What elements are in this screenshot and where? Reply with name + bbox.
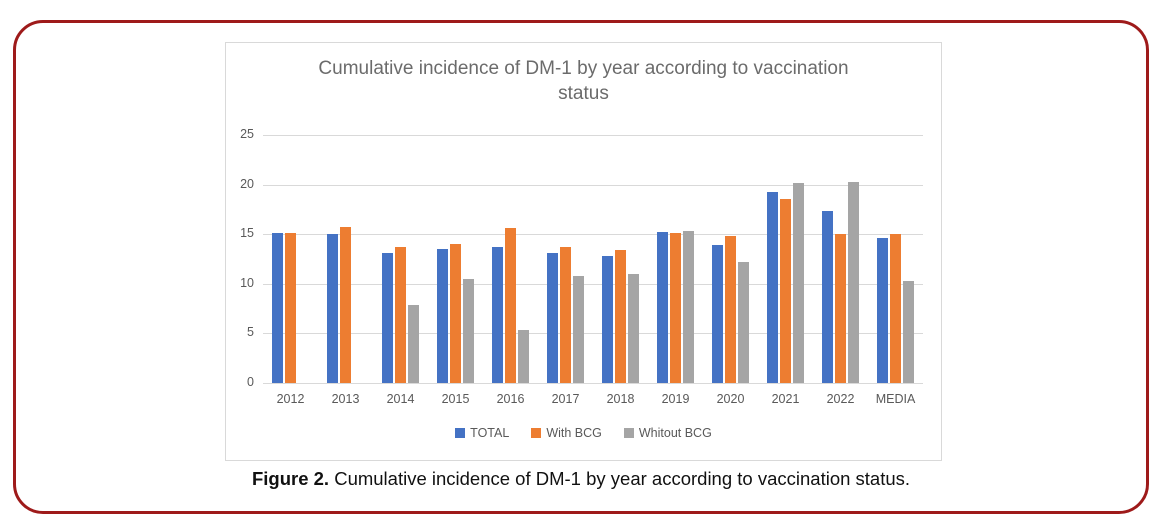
y-tick-label-10: 10 bbox=[240, 275, 254, 290]
bar-2021-with-bcg bbox=[780, 198, 791, 383]
legend-item-whitout-bcg: Whitout BCG bbox=[623, 426, 712, 440]
bar-2018-whitout-bcg bbox=[628, 273, 639, 383]
x-tick-label-2019: 2019 bbox=[661, 392, 690, 406]
x-tick-label-2022: 2022 bbox=[826, 392, 855, 406]
y-tick-label-20: 20 bbox=[240, 176, 254, 191]
bar-2022-with-bcg bbox=[835, 234, 846, 383]
chart-legend: TOTAL With BCG Whitout BCG bbox=[226, 426, 941, 440]
x-tick-label-2014: 2014 bbox=[386, 392, 415, 406]
y-tick-label-25: 25 bbox=[240, 127, 254, 141]
chart-title: Cumulative incidence of DM-1 by year acc… bbox=[318, 58, 849, 105]
bar-2016-total bbox=[492, 247, 503, 383]
gridline-y-20 bbox=[263, 184, 923, 186]
bar-2013-total bbox=[327, 234, 338, 383]
legend-label: TOTAL bbox=[470, 426, 510, 440]
x-tick-label-2021: 2021 bbox=[771, 392, 800, 406]
x-tick-label-2013: 2013 bbox=[331, 392, 360, 406]
x-tick-label-2012: 2012 bbox=[276, 392, 305, 406]
bar-2021-whitout-bcg bbox=[793, 182, 804, 383]
x-tick-label-2017: 2017 bbox=[551, 392, 580, 406]
legend-label: With BCG bbox=[546, 426, 602, 440]
legend-item-total: TOTAL bbox=[455, 426, 509, 440]
figure-caption-text: Cumulative incidence of DM-1 by year acc… bbox=[329, 468, 911, 489]
bar-2014-with-bcg bbox=[395, 247, 406, 383]
bar-2015-whitout-bcg bbox=[463, 278, 474, 383]
bar-media-with-bcg bbox=[890, 234, 901, 383]
plot-area: 0 5 10 15 20 25 2012 2013 2014 2015 2016 2017 2018 20… bbox=[240, 127, 923, 406]
bar-2019-whitout-bcg bbox=[683, 231, 694, 383]
legend-label: Whitout BCG bbox=[638, 426, 712, 440]
bar-2018-with-bcg bbox=[615, 250, 626, 383]
x-tick-label-2016: 2016 bbox=[496, 392, 525, 406]
bar-2020-whitout-bcg bbox=[738, 261, 749, 383]
bar-2018-total bbox=[602, 256, 613, 383]
gridline-y-15 bbox=[263, 234, 923, 236]
bar-2014-total bbox=[382, 253, 393, 383]
figure-caption: Figure 2. Cumulative incidence of DM-1 b… bbox=[0, 468, 1162, 490]
legend-item-with-bcg: With BCG bbox=[531, 426, 602, 440]
bar-2019-total bbox=[657, 232, 668, 383]
bar-chart: Cumulative incidence of DM-1 by year acc… bbox=[225, 42, 942, 461]
x-tick-label-2015: 2015 bbox=[441, 392, 470, 406]
bar-2014-whitout-bcg bbox=[408, 304, 419, 383]
legend-swatch-icon bbox=[455, 428, 466, 438]
bar-2021-total bbox=[767, 191, 778, 383]
bar-2017-whitout-bcg bbox=[573, 275, 584, 383]
y-tick-label-15: 15 bbox=[240, 226, 254, 241]
x-tick-label-2018: 2018 bbox=[606, 392, 635, 406]
bar-2012-total bbox=[272, 233, 283, 383]
legend-swatch-icon bbox=[623, 428, 634, 438]
bar-2017-total bbox=[547, 253, 558, 383]
bar-media-total bbox=[877, 238, 888, 383]
bar-2022-whitout-bcg bbox=[848, 181, 859, 383]
y-tick-label-5: 5 bbox=[247, 325, 254, 340]
bar-2016-with-bcg bbox=[505, 228, 516, 383]
bar-2017-with-bcg bbox=[560, 247, 571, 383]
figure-border-frame bbox=[13, 20, 1149, 514]
bar-2015-with-bcg bbox=[450, 244, 461, 383]
bar-2016-whitout-bcg bbox=[518, 330, 529, 383]
bar-2020-total bbox=[712, 245, 723, 383]
bar-2019-with-bcg bbox=[670, 233, 681, 383]
bar-2020-with-bcg bbox=[725, 236, 736, 383]
gridline-y-5 bbox=[263, 333, 923, 335]
x-tick-label-2020: 2020 bbox=[716, 392, 745, 406]
bar-media-whitout-bcg bbox=[903, 280, 914, 383]
bar-2015-total bbox=[437, 249, 448, 383]
figure-caption-label: Figure 2. bbox=[251, 468, 330, 489]
bar-2022-total bbox=[822, 211, 833, 383]
y-tick-label-0: 0 bbox=[247, 375, 254, 389]
gridline-y-25 bbox=[263, 135, 923, 136]
legend-swatch-icon bbox=[531, 428, 542, 438]
gridline-y-10 bbox=[263, 283, 923, 285]
x-tick-label-media: MEDIA bbox=[875, 392, 916, 406]
gridline-y-0 bbox=[263, 383, 923, 384]
bar-2013-with-bcg bbox=[340, 227, 351, 383]
bar-2012-with-bcg bbox=[285, 233, 296, 383]
